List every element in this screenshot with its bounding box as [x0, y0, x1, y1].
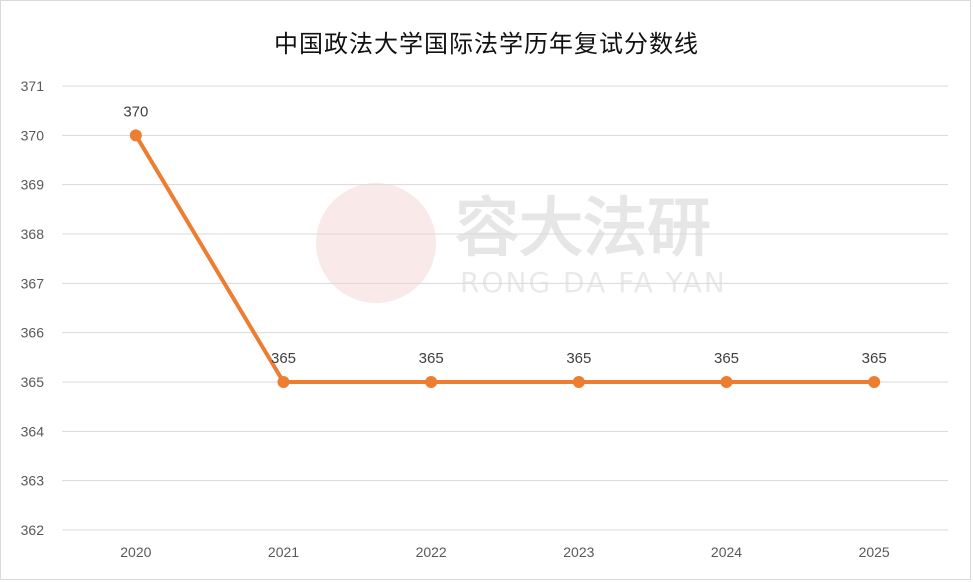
data-label: 365	[271, 350, 296, 367]
y-tick-label: 365	[21, 374, 45, 390]
x-tick-label: 2023	[563, 544, 594, 560]
y-tick-label: 362	[21, 522, 45, 538]
data-point	[720, 376, 733, 388]
data-label: 365	[419, 350, 444, 367]
x-tick-label: 2024	[711, 544, 742, 560]
x-tick-label: 2022	[416, 544, 447, 560]
data-label: 370	[123, 103, 148, 120]
watermark-brand-cn: 容大法研	[455, 192, 711, 266]
data-point	[868, 376, 881, 388]
y-tick-label: 370	[21, 127, 45, 143]
x-tick-label: 2021	[268, 544, 299, 560]
y-tick-label: 364	[21, 423, 45, 439]
chart-title: 中国政法大学国际法学历年复试分数线	[274, 30, 699, 58]
watermark: 容大法研 RONG DA FA YAN	[316, 183, 727, 303]
y-tick-label: 369	[21, 177, 45, 193]
y-tick-label: 363	[21, 473, 45, 489]
series-line	[134, 134, 875, 384]
data-point	[572, 376, 585, 388]
watermark-brand-en: RONG DA FA YAN	[460, 266, 727, 299]
y-tick-label: 371	[21, 78, 45, 94]
x-tick-label: 2025	[859, 544, 890, 560]
x-tick-label: 2020	[120, 544, 151, 560]
y-tick-label: 367	[21, 275, 45, 291]
data-point	[425, 376, 438, 388]
y-tick-label: 368	[21, 226, 45, 242]
data-point	[277, 376, 290, 388]
watermark-logo-icon	[316, 183, 436, 303]
data-point	[129, 129, 142, 142]
data-label: 365	[566, 350, 591, 367]
data-label: 365	[714, 350, 739, 367]
y-tick-label: 366	[21, 325, 45, 341]
data-label: 365	[862, 350, 887, 367]
